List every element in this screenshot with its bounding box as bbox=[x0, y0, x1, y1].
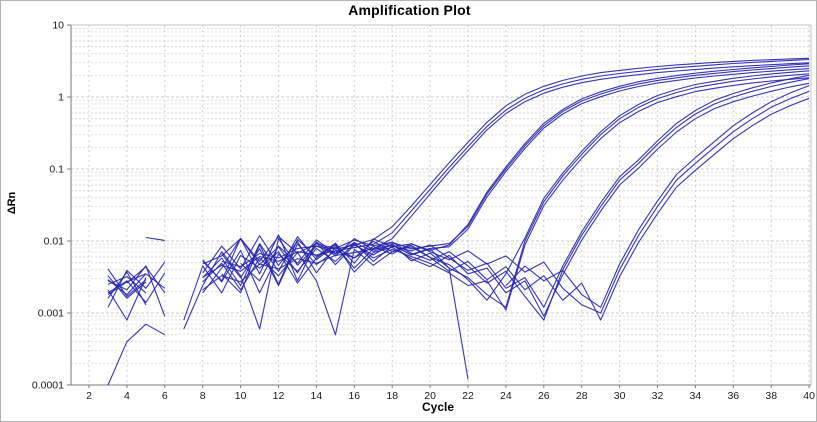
x-tick-label: 38 bbox=[765, 390, 777, 402]
series-sample-C3 bbox=[107, 77, 810, 321]
series-sample-D3 bbox=[107, 82, 810, 321]
series-sample-C2 bbox=[107, 70, 810, 308]
series-sample-E2 bbox=[126, 85, 810, 380]
x-tick-label: 16 bbox=[348, 390, 360, 402]
series-sample-E1 bbox=[107, 90, 810, 314]
x-axis-title: Cycle bbox=[421, 400, 455, 414]
y-tick-label: 0.1 bbox=[49, 164, 64, 176]
series-sample-B1 bbox=[145, 65, 810, 265]
x-tick-label: 14 bbox=[311, 390, 323, 402]
x-tick-label: 24 bbox=[500, 390, 512, 402]
x-tick-label: 22 bbox=[462, 390, 474, 402]
y-axis-title: ΔRn bbox=[6, 191, 18, 215]
x-tick-label: 8 bbox=[200, 390, 206, 402]
series-sample-E3 bbox=[107, 97, 810, 336]
x-tick-label: 30 bbox=[614, 390, 626, 402]
grid-layer bbox=[71, 24, 811, 386]
x-tick-label: 40 bbox=[803, 390, 815, 402]
series-sample-C1 bbox=[202, 73, 810, 308]
x-tick-label: 12 bbox=[273, 390, 285, 402]
x-tick-label: 18 bbox=[386, 390, 398, 402]
y-tick-label: 0.0001 bbox=[32, 380, 64, 392]
x-tick-label: 28 bbox=[576, 390, 588, 402]
y-tick-label: 0.001 bbox=[38, 308, 64, 320]
x-tick-label: 32 bbox=[652, 390, 664, 402]
chart-title: Amplification Plot bbox=[348, 2, 471, 18]
x-tick-label: 26 bbox=[538, 390, 550, 402]
x-tick-label: 4 bbox=[124, 390, 130, 402]
x-tick-label: 36 bbox=[727, 390, 739, 402]
x-tick-label: 2 bbox=[86, 390, 92, 402]
x-tick-label: 10 bbox=[235, 390, 247, 402]
x-tick-label: 6 bbox=[162, 390, 168, 402]
x-tick-label: 20 bbox=[424, 390, 436, 402]
series-sample-A3 bbox=[107, 62, 810, 386]
x-tick-label: 34 bbox=[690, 390, 702, 402]
series-sample-D1 bbox=[202, 78, 810, 321]
y-tick-label: 10 bbox=[52, 20, 64, 32]
series-sample-B3 bbox=[107, 68, 810, 330]
series-layer bbox=[107, 57, 810, 386]
y-tick-label: 0.01 bbox=[44, 236, 65, 248]
y-tick-label: 1 bbox=[58, 92, 64, 104]
axis-layer: 2 4 6 8 10 12 14 16 18 20 22 24 26 28 30 32 34 36 38 401010… bbox=[32, 20, 815, 403]
